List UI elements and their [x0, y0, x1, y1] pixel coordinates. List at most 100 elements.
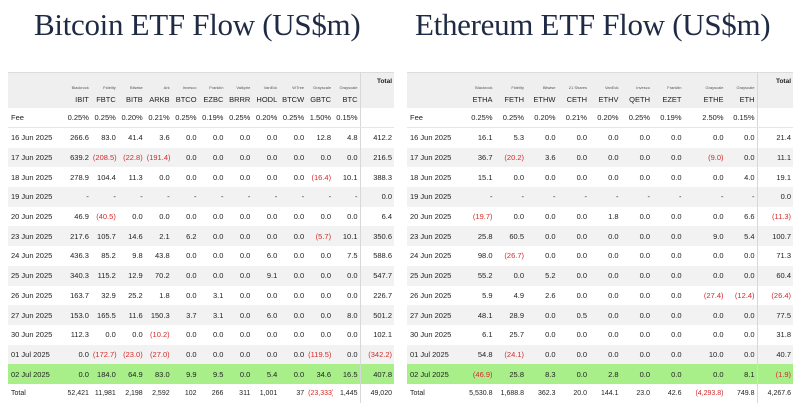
- value-cell-label: 25 Jun 2025: [407, 265, 463, 286]
- total-cell-8: (4,293.8): [683, 383, 726, 403]
- table-row: 23 Jun 2025 25.8 60.5 0.0 0.0 0.0 0.0 0.0 9.0 5.4…: [407, 226, 793, 247]
- value-cell-10: 40.7: [756, 344, 793, 365]
- value-cell-2: 28.9: [494, 305, 526, 325]
- fee-cell-8: 0.20%: [252, 108, 280, 128]
- value-cell-10: -: [306, 187, 334, 207]
- value-cell-9: 0.0: [279, 364, 307, 384]
- value-cell-10: 0.0: [306, 285, 334, 306]
- value-cell-1: -: [463, 187, 495, 207]
- table-row: 26 Jun 2025 163.7 32.9 25.2 1.8 0.0 3.1 0.0 0.0 0…: [8, 285, 394, 306]
- value-cell-12: 407.8: [359, 364, 394, 384]
- value-cell-7: 0.0: [225, 324, 253, 345]
- table-row: 18 Jun 2025 278.9 104.4 11.3 0.0 0.0 0.0 0.0 0.0…: [8, 167, 394, 188]
- value-cell-12: 350.6: [359, 226, 394, 247]
- value-cell-10: 21.4: [756, 127, 793, 148]
- value-cell-label: 17 Jun 2025: [407, 147, 463, 168]
- value-cell-10: (26.4): [756, 285, 793, 306]
- value-cell-9: 0.0: [725, 344, 757, 365]
- value-cell-7: 0.0: [225, 265, 253, 286]
- value-cell-4: -: [557, 187, 589, 207]
- value-cell-3: (23.0): [117, 344, 145, 365]
- value-cell-12: (342.2): [359, 344, 394, 365]
- value-cell-6: 0.0: [198, 226, 226, 247]
- value-cell-6: -: [620, 187, 652, 207]
- value-cell-5: 0.0: [589, 147, 621, 168]
- value-cell-8: 6.0: [252, 305, 280, 325]
- value-cell-5: 0.0: [171, 127, 199, 148]
- total-row: Total 52,421 11,981 2,198 2,592 102 266 311 1,00…: [8, 383, 394, 403]
- ticker-cell-12: [359, 90, 394, 108]
- value-cell-6: 0.0: [620, 226, 652, 247]
- value-cell-2: -: [90, 187, 118, 207]
- value-cell-4: 0.0: [557, 226, 589, 247]
- value-cell-11: 0.0: [333, 206, 360, 227]
- value-cell-3: 0.0: [526, 226, 558, 247]
- issuer-cell-7: Valkyrie: [225, 72, 253, 90]
- value-cell-7: 0.0: [225, 285, 253, 306]
- total-cell-5: 102: [171, 383, 199, 403]
- value-cell-2: (24.1): [494, 344, 526, 365]
- ticker-cell-7: BRRR: [225, 90, 253, 108]
- fee-cell-9: 0.25%: [279, 108, 307, 128]
- value-cell-1: (46.9): [463, 364, 495, 384]
- issuer-cell-10: Grayscale: [306, 72, 334, 90]
- value-cell-12: 216.5: [359, 147, 394, 168]
- value-cell-7: 0.0: [225, 364, 253, 384]
- value-cell-10: 60.4: [756, 265, 793, 286]
- value-cell-label: 26 Jun 2025: [8, 285, 64, 306]
- value-cell-5: 0.0: [171, 265, 199, 286]
- value-cell-7: -: [652, 187, 684, 207]
- value-cell-11: 0.0: [333, 147, 360, 168]
- total-cell-2: 1,688.8: [494, 383, 526, 403]
- fee-cell-2: 0.25%: [494, 108, 526, 128]
- value-cell-4: 0.5: [557, 305, 589, 325]
- value-cell-11: 0.0: [333, 344, 360, 365]
- value-cell-2: 4.9: [494, 285, 526, 306]
- issuer-cell-9: Grayscale: [725, 72, 757, 90]
- value-cell-3: 8.3: [526, 364, 558, 384]
- issuer-cell-2: Fidelity: [90, 72, 118, 90]
- value-cell-9: 0.0: [279, 305, 307, 325]
- table-row: 30 Jun 2025 112.3 0.0 0.0 (10.2) 0.0 0.0 0.0 0.0…: [8, 324, 394, 345]
- value-cell-5: 0.0: [589, 226, 621, 247]
- value-cell-4: 70.2: [144, 265, 172, 286]
- total-cell-9: 37: [279, 383, 307, 403]
- value-cell-1: 0.0: [64, 344, 91, 365]
- value-cell-5: 0.0: [589, 305, 621, 325]
- value-cell-10: 0.0: [306, 305, 334, 325]
- value-cell-1: 112.3: [64, 324, 91, 345]
- value-cell-9: 0.0: [725, 246, 757, 266]
- table-row: 26 Jun 2025 5.9 4.9 2.6 0.0 0.0 0.0 0.0 (27.4) (1…: [407, 285, 793, 306]
- value-cell-11: 10.1: [333, 226, 360, 247]
- value-cell-7: 0.0: [225, 127, 253, 148]
- value-cell-9: 0.0: [279, 344, 307, 365]
- value-cell-label: 20 Jun 2025: [8, 206, 64, 227]
- value-cell-7: 0.0: [652, 265, 684, 286]
- value-cell-6: 0.0: [620, 246, 652, 266]
- total-cell-8: 1,001: [252, 383, 280, 403]
- value-cell-1: 25.8: [463, 226, 495, 247]
- value-cell-8: 5.4: [252, 364, 280, 384]
- value-cell-8: 0.0: [252, 206, 280, 227]
- total-cell-9: 749.8: [725, 383, 757, 403]
- value-cell-6: 3.1: [198, 305, 226, 325]
- value-cell-3: 14.6: [117, 226, 145, 247]
- value-cell-8: 0.0: [683, 127, 726, 148]
- value-cell-5: 2.8: [589, 364, 621, 384]
- value-cell-10: (1.9): [756, 364, 793, 384]
- value-cell-9: 8.1: [725, 364, 757, 384]
- value-cell-5: -: [171, 187, 199, 207]
- table-row: 17 Jun 2025 36.7 (20.2) 3.6 0.0 0.0 0.0 0.0 (9.0…: [407, 147, 793, 168]
- value-cell-12: 412.2: [359, 127, 394, 148]
- fee-cell-3: 0.20%: [117, 108, 145, 128]
- total-cell-6: 266: [198, 383, 226, 403]
- value-cell-7: 0.0: [652, 344, 684, 365]
- ticker-cell-1: IBIT: [64, 90, 91, 108]
- value-cell-4: 0.0: [557, 246, 589, 266]
- fee-cell-5: 0.20%: [589, 108, 621, 128]
- value-cell-9: 0.0: [279, 167, 307, 188]
- value-cell-label: 02 Jul 2025: [8, 364, 64, 384]
- value-cell-4: 0.0: [144, 167, 172, 188]
- value-cell-3: 0.0: [526, 246, 558, 266]
- value-cell-3: 11.6: [117, 305, 145, 325]
